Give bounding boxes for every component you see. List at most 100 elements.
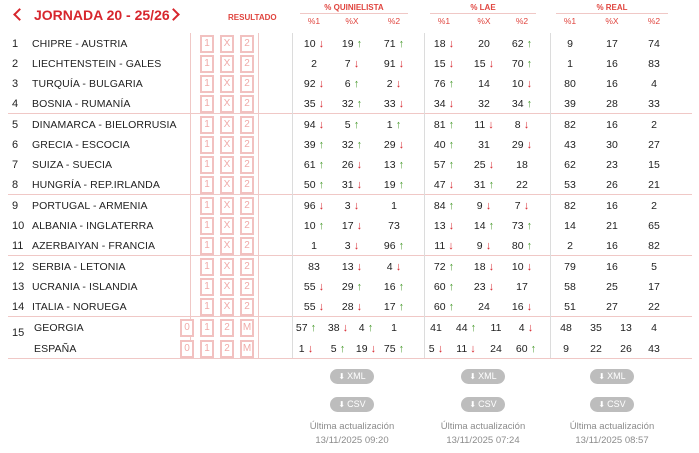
result-option-2[interactable]: 2: [240, 217, 254, 235]
percent-value: 91 ↓: [374, 54, 414, 74]
result-option-1[interactable]: 1: [200, 217, 214, 235]
result-option-X[interactable]: X: [220, 197, 234, 215]
percent-value: 19 ↓: [346, 339, 386, 359]
xml-download-button[interactable]: ⬇ XML: [590, 369, 634, 384]
result-option-1[interactable]: 1: [200, 258, 214, 276]
result-option-X[interactable]: X: [220, 136, 234, 154]
result-option-2[interactable]: 2: [240, 55, 254, 73]
value-text: 47: [433, 179, 446, 191]
result-option-2[interactable]: 2: [240, 116, 254, 134]
arrow-up-icon: ↑: [485, 220, 495, 232]
csv-download-button[interactable]: ⬇ CSV: [590, 397, 634, 412]
group-header-underline: [556, 13, 668, 14]
csv-download-button[interactable]: ⬇ CSV: [461, 397, 505, 412]
value-text: 1: [311, 240, 317, 252]
result-option-2[interactable]: 2: [240, 298, 254, 316]
value-text: 94: [303, 119, 316, 131]
result-option-1[interactable]: 1: [200, 116, 214, 134]
result-option-X[interactable]: X: [220, 156, 234, 174]
next-jornada-arrow-icon[interactable]: [167, 5, 184, 25]
xml-download-button[interactable]: ⬇ XML: [461, 369, 505, 384]
pleno-option-2[interactable]: 2: [220, 319, 234, 337]
csv-download-button[interactable]: ⬇ CSV: [330, 397, 374, 412]
result-option-1[interactable]: 1: [200, 35, 214, 53]
result-option-X[interactable]: X: [220, 95, 234, 113]
pleno-option-M[interactable]: M: [240, 340, 254, 358]
real-percent-value: 21: [648, 179, 660, 191]
real-percent-value: 14: [564, 220, 576, 232]
result-option-X[interactable]: X: [220, 278, 234, 296]
result-option-2[interactable]: 2: [240, 278, 254, 296]
result-option-2[interactable]: 2: [240, 136, 254, 154]
arrow-up-icon: ↑: [350, 78, 360, 90]
group-header-2: % REAL: [596, 3, 628, 12]
value-text: 60: [433, 281, 446, 293]
real-percent-value: 25: [606, 281, 618, 293]
value-text: 76: [433, 78, 446, 90]
result-option-X[interactable]: X: [220, 298, 234, 316]
result-option-2[interactable]: 2: [240, 258, 254, 276]
value-text: 31: [478, 139, 490, 151]
result-option-2[interactable]: 2: [240, 176, 254, 194]
result-option-1[interactable]: 1: [200, 136, 214, 154]
percent-value: 31 ↓: [332, 175, 372, 195]
result-option-1[interactable]: 1: [200, 298, 214, 316]
pleno-option-1[interactable]: 1: [200, 319, 214, 337]
result-option-1[interactable]: 1: [200, 156, 214, 174]
arrow-up-icon: ↑: [523, 98, 533, 110]
percent-value: 76 ↑: [424, 74, 464, 94]
real-percent-value: 30: [606, 139, 618, 151]
pleno-option-0[interactable]: 0: [180, 340, 194, 358]
result-option-1[interactable]: 1: [200, 237, 214, 255]
value-text: 2: [311, 58, 317, 70]
arrow-down-icon: ↓: [392, 78, 402, 90]
value-text: 19: [383, 179, 396, 191]
real-percent-value: 62: [564, 159, 576, 171]
result-option-1[interactable]: 1: [200, 75, 214, 93]
result-option-X[interactable]: X: [220, 75, 234, 93]
percent-value: 23 ↓: [464, 277, 504, 297]
arrow-down-icon: ↓: [315, 301, 325, 313]
result-option-2[interactable]: 2: [240, 95, 254, 113]
arrow-up-icon: ↑: [445, 159, 455, 171]
value-text: 32: [341, 139, 354, 151]
result-option-2[interactable]: 2: [240, 75, 254, 93]
arrow-down-icon: ↓: [445, 179, 455, 191]
result-option-2[interactable]: 2: [240, 197, 254, 215]
previous-jornada-arrow-icon[interactable]: [8, 5, 26, 25]
result-option-2[interactable]: 2: [240, 237, 254, 255]
result-option-X[interactable]: X: [220, 217, 234, 235]
arrow-down-icon: ↓: [520, 119, 530, 131]
result-option-X[interactable]: X: [220, 258, 234, 276]
result-option-X[interactable]: X: [220, 35, 234, 53]
pleno-option-1[interactable]: 1: [200, 340, 214, 358]
percent-value: 39 ↑: [294, 135, 334, 155]
percent-value: 92 ↓: [294, 74, 334, 94]
xml-download-button[interactable]: ⬇ XML: [330, 369, 374, 384]
value-text: 75: [383, 343, 396, 355]
result-option-X[interactable]: X: [220, 55, 234, 73]
arrow-down-icon: ↓: [523, 139, 533, 151]
arrow-down-icon: ↓: [315, 98, 325, 110]
arrow-down-icon: ↓: [315, 200, 325, 212]
result-option-X[interactable]: X: [220, 116, 234, 134]
result-option-1[interactable]: 1: [200, 176, 214, 194]
team-name: GEORGIA: [34, 322, 84, 334]
result-option-2[interactable]: 2: [240, 35, 254, 53]
result-option-1[interactable]: 1: [200, 278, 214, 296]
pleno-option-M[interactable]: M: [240, 319, 254, 337]
match-number: 4: [12, 98, 19, 110]
result-option-X[interactable]: X: [220, 176, 234, 194]
percent-value: 11 ↓: [464, 115, 504, 135]
percent-value: 29 ↓: [374, 135, 414, 155]
value-text: 20: [478, 38, 490, 50]
result-option-X[interactable]: X: [220, 237, 234, 255]
pleno-option-0[interactable]: 0: [180, 319, 194, 337]
result-option-2[interactable]: 2: [240, 156, 254, 174]
result-option-1[interactable]: 1: [200, 55, 214, 73]
value-text: 29: [383, 139, 396, 151]
pleno-option-2[interactable]: 2: [220, 340, 234, 358]
result-option-1[interactable]: 1: [200, 95, 214, 113]
result-option-1[interactable]: 1: [200, 197, 214, 215]
